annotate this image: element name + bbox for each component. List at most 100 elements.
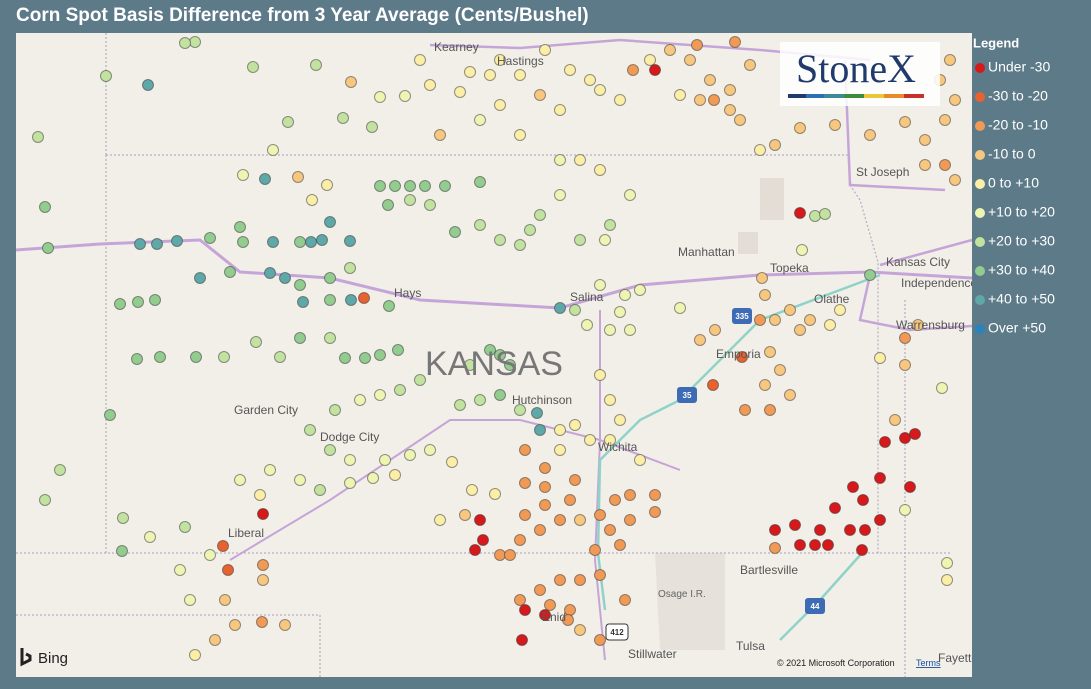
site-dot — [912, 319, 924, 331]
site-dot — [794, 539, 806, 551]
site-dot — [494, 549, 506, 561]
dots — [32, 36, 961, 661]
site-dot — [294, 474, 306, 486]
site-dot — [257, 574, 269, 586]
terms[interactable]: Terms — [916, 658, 941, 668]
site-dot — [599, 234, 611, 246]
legend-label: -20 to -10 — [988, 117, 1048, 133]
site-dot — [519, 444, 531, 456]
site-dot — [404, 180, 416, 192]
site-dot — [524, 224, 536, 236]
shield-label: 335 — [735, 312, 749, 321]
site-dot — [729, 36, 741, 48]
site-dot — [514, 129, 526, 141]
place: Dodge City — [320, 430, 379, 444]
site-dot — [294, 279, 306, 291]
site-dot — [754, 144, 766, 156]
shield: 412 — [605, 623, 629, 641]
site-dot — [847, 481, 859, 493]
site-dot — [544, 599, 556, 611]
place: Olathe — [814, 292, 850, 306]
site-dot — [404, 194, 416, 206]
site-dot — [224, 266, 236, 278]
site-dot — [724, 84, 736, 96]
site-dot — [339, 352, 351, 364]
site-dot — [257, 508, 269, 520]
site-dot — [519, 477, 531, 489]
site-dot — [859, 524, 871, 536]
logo-bar — [788, 94, 924, 98]
site-dot — [569, 304, 581, 316]
place: Kearney — [434, 40, 479, 54]
site-dot — [257, 559, 269, 571]
site-dot — [534, 424, 546, 436]
shield: 35 — [677, 387, 697, 403]
site-dot — [324, 294, 336, 306]
site-dot — [514, 534, 526, 546]
site-dot — [834, 304, 846, 316]
site-dot — [539, 481, 551, 493]
legend-swatch — [975, 179, 985, 189]
site-dot — [204, 232, 216, 244]
site-dot — [466, 484, 478, 496]
site-dot — [899, 359, 911, 371]
site-dot — [619, 289, 631, 301]
site-dot — [321, 179, 333, 191]
site-dot — [54, 464, 66, 476]
site-dot — [179, 521, 191, 533]
legend-swatch — [975, 63, 985, 73]
site-dot — [514, 594, 526, 606]
site-dot — [574, 234, 586, 246]
site-dot — [909, 428, 921, 440]
site-dot — [644, 54, 656, 66]
place: Salina — [570, 290, 604, 304]
site-dot — [769, 524, 781, 536]
site-dot — [306, 194, 318, 206]
legend-swatch — [975, 295, 985, 305]
site-dot — [446, 456, 458, 468]
place: Hastings — [497, 54, 544, 68]
site-dot — [569, 419, 581, 431]
site-dot — [474, 176, 486, 188]
state-label: KANSAS — [425, 345, 563, 383]
site-dot — [674, 89, 686, 101]
place: Tulsa — [736, 639, 765, 653]
site-dot — [494, 389, 506, 401]
site-dot — [219, 594, 231, 606]
legend-swatch — [975, 208, 985, 218]
site-dot — [562, 614, 574, 626]
site-dot — [374, 349, 386, 361]
site-dot — [474, 394, 486, 406]
site-dot — [383, 300, 395, 312]
site-dot — [534, 89, 546, 101]
site-dot — [189, 649, 201, 661]
site-dot — [374, 389, 386, 401]
site-dot — [344, 235, 356, 247]
shield-label: 412 — [610, 628, 624, 637]
site-dot — [539, 609, 551, 621]
site-dot — [581, 319, 593, 331]
site-dot — [279, 272, 291, 284]
site-dot — [594, 509, 606, 521]
site-dot — [204, 549, 216, 561]
site-dot — [649, 506, 661, 518]
site-dot — [324, 332, 336, 344]
site-dot — [619, 594, 631, 606]
site-dot — [554, 302, 566, 314]
site-dot — [392, 344, 404, 356]
legend-swatch — [975, 92, 985, 102]
place: Osage I.R. — [658, 589, 706, 600]
site-dot — [809, 539, 821, 551]
site-dot — [174, 564, 186, 576]
legend-label: +10 to +20 — [988, 204, 1055, 220]
logo: StoneX — [796, 46, 916, 91]
site-dot — [254, 489, 266, 501]
site-dot — [624, 189, 636, 201]
site-dot — [434, 514, 446, 526]
site-dot — [222, 564, 234, 576]
site-dot — [171, 235, 183, 247]
legend-label: Over +50 — [988, 320, 1046, 336]
site-dot — [614, 539, 626, 551]
place: Bartlesville — [740, 563, 798, 577]
site-dot — [434, 129, 446, 141]
